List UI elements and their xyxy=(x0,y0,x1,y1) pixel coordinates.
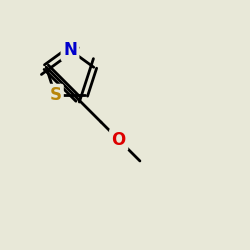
Text: O: O xyxy=(112,131,126,149)
Text: S: S xyxy=(49,86,61,104)
Text: N: N xyxy=(63,41,77,59)
